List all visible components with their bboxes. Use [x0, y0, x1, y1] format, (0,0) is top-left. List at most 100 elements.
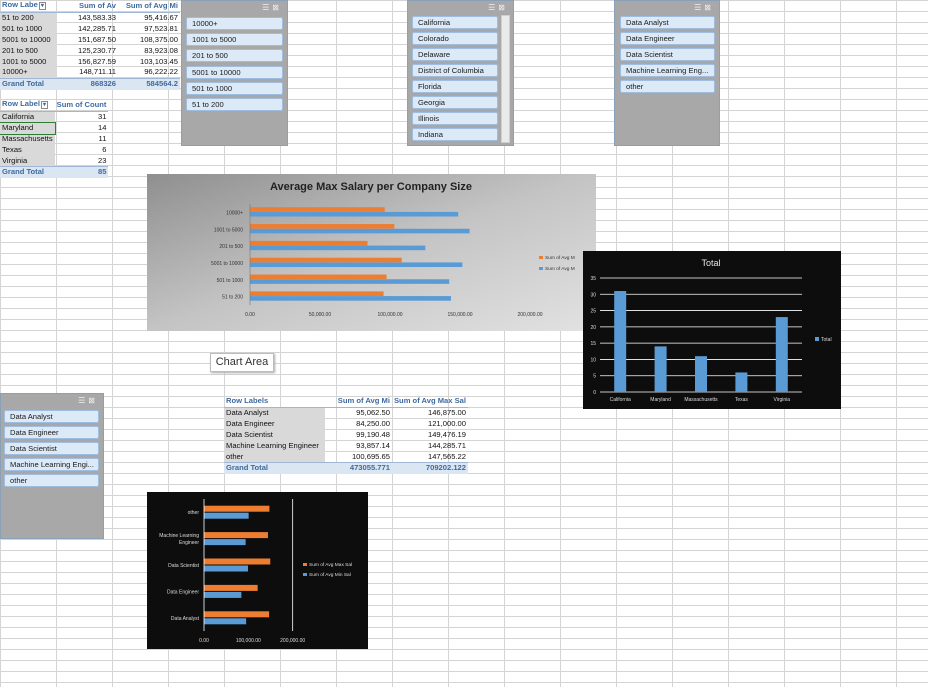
- value-cell[interactable]: 83,923.08: [144, 45, 178, 55]
- slicer-item[interactable]: 5001 to 10000: [186, 65, 283, 79]
- row-label-cell[interactable]: Data Engineer: [224, 418, 326, 430]
- clear-filter-icon[interactable]: ⊠: [272, 3, 282, 12]
- value-cell[interactable]: 93,857.14: [356, 440, 390, 450]
- value-cell[interactable]: 473055.771: [325, 462, 392, 475]
- grand-total-row[interactable]: Grand Total 473055.771 709202.122: [224, 462, 468, 475]
- slicer-item[interactable]: Machine Learning Eng...: [620, 64, 715, 77]
- table-row[interactable]: Maryland 14: [0, 121, 108, 135]
- table-row[interactable]: 51 to 200 143,583.33 95,416.67: [0, 12, 180, 24]
- value-cell[interactable]: 99,190.48: [356, 429, 390, 439]
- clear-filter-icon[interactable]: ⊠: [498, 3, 508, 12]
- slicer-job-title-left[interactable]: ☰⊠ Data Analyst Data Engineer Data Scienti…: [0, 393, 104, 539]
- row-label-cell[interactable]: Grand Total: [0, 166, 55, 179]
- table-row[interactable]: Virginia 23: [0, 155, 108, 167]
- slicer-item[interactable]: Machine Learning Engi...: [4, 458, 99, 471]
- chart-company-size[interactable]: Average Max Salary per Company Size 51 to…: [147, 174, 596, 331]
- slicer-item[interactable]: Colorado: [412, 32, 498, 45]
- slicer-item[interactable]: Georgia: [412, 96, 498, 109]
- row-label-cell[interactable]: 1001 to 5000: [0, 56, 57, 68]
- row-label-cell[interactable]: 201 to 500: [0, 45, 57, 57]
- table-row[interactable]: California 31: [0, 111, 108, 123]
- slicer-job-title-top[interactable]: ☰⊠ Data Analyst Data Engineer Data Scienti…: [614, 0, 720, 146]
- value-cell[interactable]: 95,062.50: [356, 407, 390, 417]
- value-cell[interactable]: 23: [97, 155, 107, 165]
- row-label-cell[interactable]: Maryland: [0, 121, 56, 135]
- row-label-cell[interactable]: other: [224, 451, 326, 463]
- slicer-scrollbar[interactable]: [501, 15, 510, 143]
- slicer-item[interactable]: Data Scientist: [4, 442, 99, 455]
- table-row[interactable]: Machine Learning Engineer 93,857.14 144,28…: [224, 440, 468, 452]
- value-cell[interactable]: 142,285.71: [77, 23, 116, 33]
- row-label-cell[interactable]: Machine Learning Engineer: [224, 440, 326, 452]
- slicer-item[interactable]: 201 to 500: [186, 49, 283, 63]
- slicer-item[interactable]: Indiana: [412, 128, 498, 141]
- value-cell[interactable]: 125,230.77: [77, 45, 116, 55]
- value-cell[interactable]: 11: [98, 133, 107, 143]
- value-cell[interactable]: 147,565.22: [427, 451, 466, 461]
- row-label-cell[interactable]: Row Labe ▾: [0, 0, 57, 13]
- multi-select-icon[interactable]: ☰: [78, 396, 89, 405]
- value-cell[interactable]: 148,711.11: [79, 67, 116, 77]
- value-cell[interactable]: 84,250.00: [356, 418, 390, 428]
- row-label-cell[interactable]: Row Label ▾: [0, 99, 55, 112]
- value-cell[interactable]: Sum of Avg Mi: [118, 0, 180, 13]
- multi-select-icon[interactable]: ☰: [262, 3, 273, 12]
- table-row[interactable]: Texas 6: [0, 144, 108, 156]
- row-label-cell[interactable]: 51 to 200: [0, 12, 57, 24]
- table-row[interactable]: 5001 to 10000 151,687.50 108,375.00: [0, 34, 180, 46]
- value-cell[interactable]: Sum of Avg Mi: [325, 396, 392, 408]
- table-row[interactable]: 501 to 1000 142,285.71 97,523.81: [0, 23, 180, 35]
- row-label-cell[interactable]: 5001 to 10000: [0, 34, 57, 46]
- value-cell[interactable]: 146,875.00: [427, 407, 466, 417]
- value-cell[interactable]: 143,583.33: [77, 12, 116, 22]
- value-cell[interactable]: 14: [97, 122, 107, 132]
- row-label-cell[interactable]: 501 to 1000: [0, 23, 57, 35]
- slicer-item[interactable]: Data Engineer: [4, 426, 99, 439]
- slicer-item[interactable]: Data Analyst: [4, 410, 99, 423]
- table-row[interactable]: 10000+ 148,711.11 96,222.22: [0, 67, 180, 79]
- value-cell[interactable]: Sum of Avg Max Sal: [391, 396, 468, 408]
- table-row[interactable]: Data Scientist 99,190.48 149,476.19: [224, 429, 468, 441]
- value-cell[interactable]: 96,222.22: [144, 67, 178, 77]
- table-row[interactable]: Massachusetts 11: [0, 133, 108, 145]
- value-cell[interactable]: 31: [97, 111, 107, 121]
- slicer-item[interactable]: District of Columbia: [412, 64, 498, 77]
- row-label-cell[interactable]: Texas: [0, 144, 55, 156]
- slicer-item[interactable]: Data Analyst: [620, 16, 715, 29]
- filter-dropdown-icon[interactable]: ▾: [40, 101, 48, 109]
- table-row[interactable]: 201 to 500 125,230.77 83,923.08: [0, 45, 180, 57]
- value-cell[interactable]: 6: [102, 144, 107, 154]
- slicer-item[interactable]: Florida: [412, 80, 498, 93]
- chart-job-title[interactable]: Data Analyst Data Engineer Data Scientist M…: [147, 492, 368, 649]
- row-label-cell[interactable]: Massachusetts: [0, 133, 55, 145]
- grand-total-row[interactable]: Grand Total 85: [0, 166, 109, 179]
- row-label-cell[interactable]: Data Analyst: [224, 407, 326, 419]
- value-cell[interactable]: 100,695.65: [351, 451, 390, 461]
- chart-state-total[interactable]: Total 0 5 10 15 20 25 30 35 California Maryland Mas…: [583, 251, 841, 409]
- multi-select-icon[interactable]: ☰: [488, 3, 499, 12]
- slicer-item[interactable]: Delaware: [412, 48, 498, 61]
- slicer-state[interactable]: ☰⊠ California Colorado Delaware District of…: [407, 0, 514, 146]
- pivot-header-row[interactable]: Row Labe ▾ Sum of Av Sum of Avg Mi: [0, 0, 180, 13]
- value-cell[interactable]: 709202.122: [391, 462, 468, 475]
- value-cell[interactable]: 95,416.67: [144, 12, 178, 22]
- slicer-item[interactable]: 1001 to 5000: [186, 33, 283, 47]
- value-cell[interactable]: 156,827.59: [77, 56, 116, 66]
- table-row[interactable]: 1001 to 5000 156,827.59 103,103.45: [0, 56, 180, 68]
- slicer-item[interactable]: Data Scientist: [620, 48, 715, 61]
- row-label-cell[interactable]: Row Labels: [224, 396, 326, 408]
- slicer-item[interactable]: 501 to 1000: [186, 81, 283, 95]
- value-cell[interactable]: 108,375.00: [139, 34, 178, 44]
- value-cell[interactable]: 97,523.81: [144, 23, 178, 33]
- table-row[interactable]: Data Engineer 84,250.00 121,000.00: [224, 418, 468, 430]
- multi-select-icon[interactable]: ☰: [694, 3, 705, 12]
- value-cell[interactable]: 144,285.71: [427, 440, 466, 450]
- clear-filter-icon[interactable]: ⊠: [704, 3, 714, 12]
- row-label-cell[interactable]: Virginia: [0, 155, 55, 167]
- slicer-item[interactable]: other: [4, 474, 99, 487]
- slicer-item[interactable]: 10000+: [186, 17, 283, 30]
- row-label-cell[interactable]: 10000+: [0, 67, 57, 79]
- value-cell[interactable]: 149,476.19: [427, 429, 466, 439]
- value-cell[interactable]: Sum of Av: [57, 0, 118, 13]
- pivot-header-row[interactable]: Row Labels Sum of Avg Mi Sum of Avg Max Sa…: [224, 396, 468, 408]
